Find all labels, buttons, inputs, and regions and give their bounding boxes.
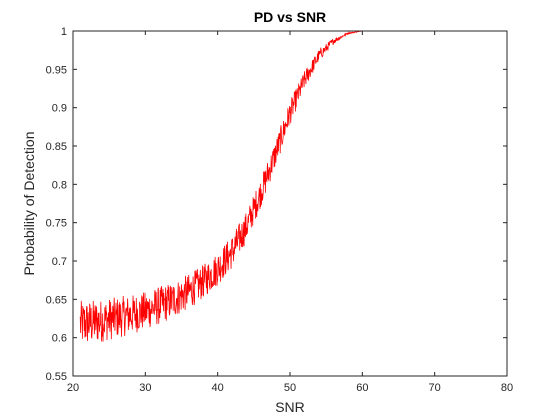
y-tick-label: 1 [61, 26, 67, 38]
y-tick-label: 0.55 [46, 371, 67, 383]
y-tick-label: 0.6 [52, 333, 67, 345]
y-tick-label: 0.8 [52, 179, 67, 191]
y-tick-label: 0.95 [46, 64, 67, 76]
y-axis-label: Probability of Detection [21, 132, 37, 276]
y-tick-label: 0.85 [46, 141, 67, 153]
x-tick-label: 20 [67, 382, 79, 394]
x-tick-label: 40 [212, 382, 224, 394]
x-tick-label: 70 [429, 382, 441, 394]
y-tick-label: 0.9 [52, 103, 67, 115]
y-tick-label: 0.75 [46, 218, 67, 230]
x-tick-label: 50 [284, 382, 296, 394]
x-tick-label: 30 [139, 382, 151, 394]
y-tick-label: 0.65 [46, 294, 67, 306]
chart-title: PD vs SNR [254, 9, 326, 25]
x-axis-label: SNR [275, 399, 305, 415]
x-tick-label: 80 [501, 382, 513, 394]
ticks-layer: 20 30 40 50 60 70 80 0.55 0.6 0.65 0.7 0.75 0.8 0.85 0… [46, 26, 514, 394]
y-tick-label: 0.7 [52, 256, 67, 268]
x-tick-label: 60 [356, 382, 368, 394]
